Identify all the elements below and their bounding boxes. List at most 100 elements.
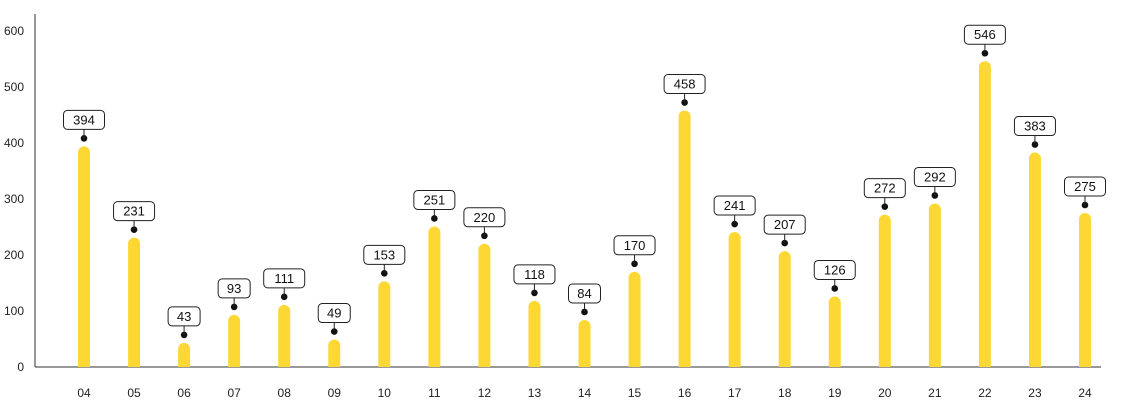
y-tick-label: 600 (4, 24, 24, 38)
y-tick-label: 0 (17, 360, 24, 374)
bar (678, 110, 691, 367)
x-tick-label: 09 (328, 386, 342, 400)
data-label-box (1064, 176, 1106, 197)
data-label-box (217, 278, 251, 299)
bar (228, 314, 241, 367)
data-label: 251 (423, 192, 445, 207)
value-marker (581, 308, 588, 316)
bar (278, 304, 291, 367)
bars (78, 61, 1091, 368)
data-label: 43 (177, 309, 191, 324)
value-marker (180, 331, 188, 339)
bar (578, 319, 591, 367)
bar (978, 61, 991, 368)
bar (128, 237, 141, 367)
data-label-box (167, 306, 201, 327)
data-label: 458 (674, 77, 696, 92)
x-tick-label: 05 (127, 386, 141, 400)
x-tick-label: 18 (778, 386, 792, 400)
data-label-box (513, 264, 556, 285)
data-label-box (863, 178, 906, 199)
data-label: 126 (824, 262, 846, 277)
data-label: 394 (73, 112, 95, 127)
data-label-box (963, 24, 1006, 45)
data-label: 153 (373, 247, 395, 262)
data-label: 231 (123, 204, 145, 219)
data-label: 111 (274, 271, 294, 286)
bar (828, 296, 841, 367)
data-label-box (263, 268, 306, 289)
data-label-box (63, 109, 105, 130)
y-tick-label: 500 (4, 80, 24, 94)
data-label: 170 (624, 238, 646, 253)
value-marker (230, 303, 238, 311)
y-tick-label: 300 (4, 192, 24, 206)
data-label-box (813, 259, 856, 280)
data-label: 49 (327, 306, 341, 321)
data-label: 84 (577, 286, 591, 301)
bar (178, 342, 191, 367)
data-label-box (463, 207, 506, 228)
bar (928, 203, 941, 367)
data-label: 383 (1024, 119, 1046, 134)
data-label: 275 (1074, 179, 1096, 194)
data-label-box (113, 201, 156, 222)
y-tick-label: 100 (4, 304, 24, 318)
data-label: 292 (924, 169, 946, 184)
x-tick-label: 20 (878, 386, 892, 400)
x-tick-label: 07 (227, 386, 241, 400)
x-tick-label: 14 (578, 386, 592, 400)
y-tick-label: 200 (4, 248, 24, 262)
x-tick-label: 08 (278, 386, 292, 400)
data-label: 220 (474, 210, 496, 225)
bar (478, 243, 491, 367)
bar (1028, 152, 1041, 367)
x-tick-label: 16 (678, 386, 692, 400)
data-label-box (713, 195, 756, 216)
x-tick-label: 11 (428, 386, 441, 400)
value-marker (531, 289, 538, 297)
data-label-box (413, 189, 456, 210)
bar (728, 232, 741, 367)
data-label-box (317, 303, 351, 324)
data-label: 546 (974, 27, 996, 42)
data-label-box (363, 244, 406, 265)
bar (428, 226, 441, 367)
data-label-box (613, 235, 656, 256)
data-label-box (663, 74, 706, 95)
data-label-box (568, 283, 601, 304)
bar (878, 214, 891, 367)
bar (378, 281, 391, 367)
x-tick-label: 04 (77, 386, 91, 400)
bar (778, 251, 791, 367)
x-tick-label: 15 (628, 386, 642, 400)
bar (328, 339, 341, 367)
value-marker (280, 293, 288, 301)
data-label: 241 (724, 198, 746, 213)
x-tick-label: 13 (528, 386, 542, 400)
data-label-box (913, 166, 956, 187)
data-label: 207 (774, 217, 796, 232)
data-label-box (1013, 116, 1056, 137)
y-tick-label: 400 (4, 136, 24, 150)
bar (78, 146, 90, 367)
x-tick-label: 24 (1078, 386, 1092, 400)
x-tick-label: 23 (1028, 386, 1042, 400)
x-tick-label: 17 (728, 386, 742, 400)
bar (1079, 213, 1091, 367)
x-tick-label: 22 (978, 386, 992, 400)
x-tick-label: 21 (928, 386, 942, 400)
x-tick-label: 10 (378, 386, 392, 400)
data-label: 93 (227, 281, 241, 296)
data-label: 118 (524, 267, 545, 282)
data-label: 272 (874, 181, 896, 196)
bar (528, 300, 541, 367)
data-label-box (763, 214, 806, 235)
data-labels: 394 231 43 93 111 49 153 251 220 118 84 170 458 241 20… (63, 24, 1106, 339)
axes: 0 100 200 300 400 500 600 04 05 06 07 08 09 10 11 12 13 1… (4, 14, 1101, 400)
x-tick-label: 06 (177, 386, 191, 400)
bar (628, 271, 641, 367)
x-tick-label: 12 (478, 386, 492, 400)
